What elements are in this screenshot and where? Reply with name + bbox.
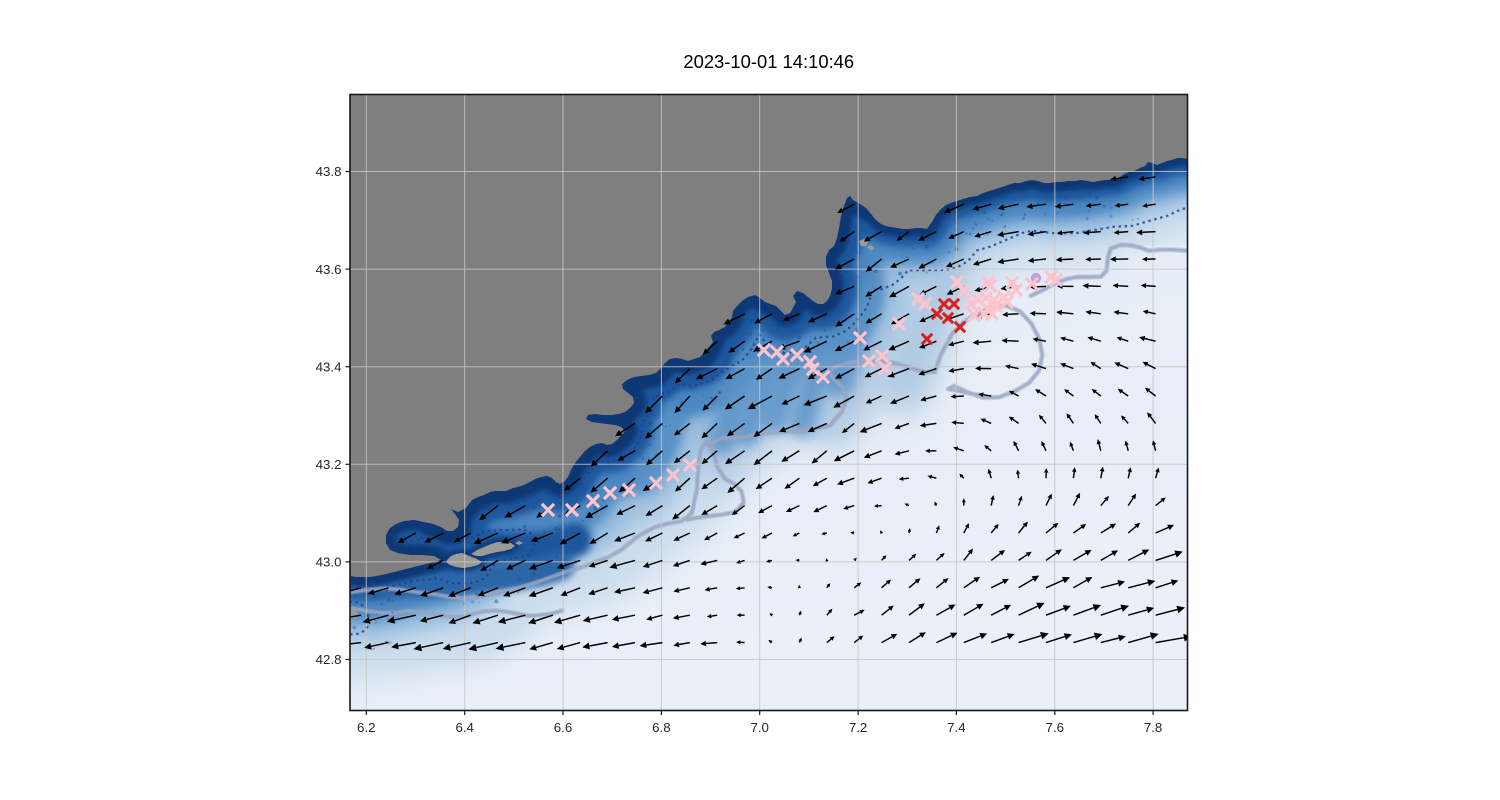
svg-text:42.8: 42.8 [316, 652, 342, 667]
svg-text:6.6: 6.6 [554, 720, 573, 735]
svg-text:7.0: 7.0 [750, 720, 769, 735]
svg-text:7.8: 7.8 [1144, 720, 1163, 735]
svg-text:6.2: 6.2 [357, 720, 376, 735]
svg-text:6.4: 6.4 [455, 720, 474, 735]
svg-text:43.0: 43.0 [316, 555, 342, 570]
svg-text:43.2: 43.2 [316, 457, 342, 472]
svg-text:7.6: 7.6 [1046, 720, 1065, 735]
svg-text:43.6: 43.6 [316, 262, 342, 277]
svg-text:43.8: 43.8 [316, 164, 342, 179]
svg-text:7.4: 7.4 [947, 720, 966, 735]
svg-text:6.8: 6.8 [652, 720, 671, 735]
svg-text:7.2: 7.2 [849, 720, 868, 735]
svg-text:43.4: 43.4 [316, 359, 342, 374]
svg-text:2023-10-01 14:10:46: 2023-10-01 14:10:46 [683, 51, 854, 72]
